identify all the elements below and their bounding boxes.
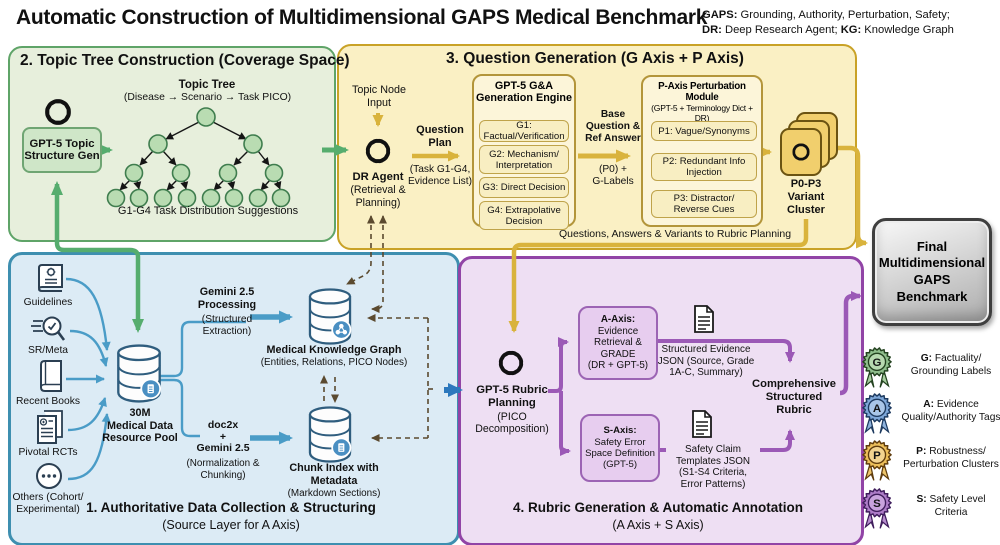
s-rosette-badge-icon: S: [862, 488, 892, 529]
variant-cluster-label: P0-P3 Variant Cluster: [787, 178, 825, 216]
chunk-sub: (Markdown Sections): [287, 488, 381, 499]
evidence-json-label: Structured Evidence JSON (Source, Grade …: [657, 344, 755, 379]
page-title: Automatic Construction of Multidimension…: [16, 6, 708, 29]
legend-label-a: A: Evidence Quality/Authority Tags: [901, 399, 1000, 423]
s-axis-head: S-Axis:: [603, 425, 637, 437]
perturbation-title: P-Axis Perturbation Module: [658, 81, 746, 103]
a-axis-box: A-Axis: Evidence Retrieval & GRADE (DR +…: [578, 306, 658, 380]
svg-text:P: P: [873, 450, 881, 462]
source-label-others: Others (Cohort/ Experimental): [12, 492, 84, 516]
safety-json-label: Safety Claim Templates JSON (S1-S4 Crite…: [675, 444, 751, 491]
rct-document-icon: [37, 410, 63, 444]
base-question-sub: (P0) + G-Labels: [592, 164, 634, 188]
safety-json-document-icon: [692, 410, 712, 438]
legend-label-s: S: Safety Level Criteria: [916, 494, 986, 518]
topic-node-input-label: Topic Node Input: [351, 84, 407, 109]
s-axis-box: S-Axis: Safety Error Space Definition (G…: [580, 414, 660, 482]
legend-item-p: P P: Robustness/ Perturbation Clusters: [858, 435, 1000, 483]
p2-item: P2: Redundant Info Injection: [651, 153, 757, 181]
g1-item: G1: Factual/Verification: [479, 120, 569, 142]
doc2x-sub: (Normalization & Chunking): [186, 458, 260, 481]
abbrev-line-gaps: GAPS: Grounding, Authority, Perturbation…: [702, 9, 950, 21]
tree-subtitle: (Disease → Scenario → Task PICO): [123, 92, 292, 103]
p3-item: P3: Distractor/ Reverse Cues: [651, 190, 757, 218]
tree-caption: G1-G4 Task Distribution Suggestions: [117, 205, 299, 217]
gemini-processing-label: Gemini 2.5 Processing: [197, 286, 257, 311]
rubric-planning-label: GPT-5 Rubric Planning (PICO Decompositio…: [462, 384, 562, 436]
book-icon: [40, 360, 62, 392]
gpt5-topic-structure-box: GPT-5 Topic Structure Gen: [22, 127, 102, 173]
resource-pool-database-icon: [117, 344, 162, 403]
section-title-question-generation: 3. Question Generation (G Axis + P Axis): [446, 50, 744, 67]
p-axis-perturbation-module-box: P-Axis Perturbation Module (GPT-5 + Term…: [641, 75, 763, 227]
svg-text:S: S: [873, 498, 881, 510]
section-subtitle-rubric-generation: (A Axis + S Axis): [612, 518, 704, 532]
others-ellipsis-icon: [36, 463, 62, 489]
doc2x-label: doc2x + Gemini 2.5: [196, 419, 250, 455]
s-axis-body: Safety Error Space Definition (GPT-5): [585, 436, 655, 471]
flow-note-label: Questions, Answers & Variants to Rubric …: [558, 228, 792, 240]
base-question-label: Base Question & Ref Answer: [585, 109, 641, 145]
section-title-rubric-generation: 4. Rubric Generation & Automatic Annotat…: [512, 500, 803, 515]
abbreviation-legend: GAPS: Grounding, Authority, Perturbation…: [702, 8, 996, 37]
chunk-index-database-icon: [308, 406, 352, 463]
section-subtitle-data-collection: (Source Layer for A Axis): [162, 518, 300, 532]
rubric-planning-name: GPT-5 Rubric Planning: [476, 384, 548, 410]
svg-text:G: G: [873, 357, 882, 369]
source-label-sr-meta: SR/Meta: [27, 345, 69, 356]
legend-item-a: A A: Evidence Quality/Authority Tags: [858, 388, 1000, 436]
source-label-pivotal-rcts: Pivotal RCTs: [18, 447, 78, 458]
dr-agent-label: DR Agent (Retrieval & Planning): [340, 171, 416, 209]
gpt-logo-icon: [42, 96, 74, 128]
g3-item: G3: Direct Decision: [479, 177, 569, 198]
legend-item-s: S S: Safety Level Criteria: [858, 483, 1000, 531]
kg-label: Medical Knowledge Graph: [266, 344, 402, 356]
comprehensive-rubric-label: Comprehensive Structured Rubric: [752, 378, 836, 417]
legend-label-g: G: Factuality/ Grounding Labels: [910, 353, 992, 377]
a-axis-head: A-Axis:: [600, 314, 636, 326]
section-title-topic-tree: 2. Topic Tree Construction (Coverage Spa…: [20, 52, 350, 69]
svg-text:A: A: [873, 403, 881, 415]
final-benchmark-box: Final Multidimensional GAPS Benchmark: [872, 218, 992, 326]
variant-card-front: [780, 128, 822, 176]
kg-sub: (Entities, Relations, PICO Nodes): [260, 357, 408, 368]
legend-label-p: P: Robustness/ Perturbation Clusters: [903, 446, 999, 470]
gpt-logo-icon: [363, 136, 393, 166]
perturbation-sub: (GPT-5 + Terminology Dict + DR): [651, 103, 753, 123]
legend-item-g: G G: Factuality/ Grounding Labels: [858, 342, 1000, 390]
systematic-review-search-icon: [31, 316, 66, 342]
pool-label: 30M Medical Data Resource Pool: [102, 407, 178, 445]
p-rosette-badge-icon: P: [862, 440, 892, 481]
source-label-guidelines: Guidelines: [23, 297, 73, 308]
p1-item: P1: Vague/Synonyms: [651, 121, 757, 141]
g4-item: G4: Extrapolative Decision: [479, 201, 569, 230]
a-axis-body: Evidence Retrieval & GRADE (DR + GPT-5): [587, 325, 649, 372]
chunk-label: Chunk Index with Metadata: [289, 462, 379, 487]
ga-generation-engine-box: GPT-5 G&A Generation Engine G1: Factual/…: [472, 74, 576, 230]
gpt-logo-icon: [790, 141, 812, 163]
rubric-planning-sub: (PICO Decomposition): [475, 410, 549, 436]
section-title-data-collection: 1. Authoritative Data Collection & Struc…: [86, 500, 376, 515]
gemini-processing-sub: (Structured Extraction): [201, 314, 253, 338]
gpt-logo-icon: [496, 348, 526, 378]
g-rosette-badge-icon: G: [862, 347, 892, 388]
guidelines-book-icon: [38, 264, 63, 292]
g2-item: G2: Mechanism/ Interpretation: [479, 145, 569, 174]
evidence-json-document-icon: [694, 305, 714, 333]
source-label-recent-books: Recent Books: [15, 396, 81, 407]
question-plan-label: Question Plan: [416, 124, 464, 149]
knowledge-graph-database-icon: [308, 288, 352, 345]
tree-title: Topic Tree: [178, 79, 236, 91]
dr-agent-sub: (Retrieval & Planning): [350, 184, 406, 209]
a-rosette-badge-icon: A: [862, 393, 892, 434]
ga-engine-title: GPT-5 G&A Generation Engine: [476, 80, 572, 105]
dr-agent-name: DR Agent: [352, 171, 404, 183]
abbrev-line-dr-kg: DR: Deep Research Agent; KG: Knowledge G…: [702, 23, 954, 36]
question-plan-sub: (Task G1-G4, Evidence List): [408, 164, 472, 188]
